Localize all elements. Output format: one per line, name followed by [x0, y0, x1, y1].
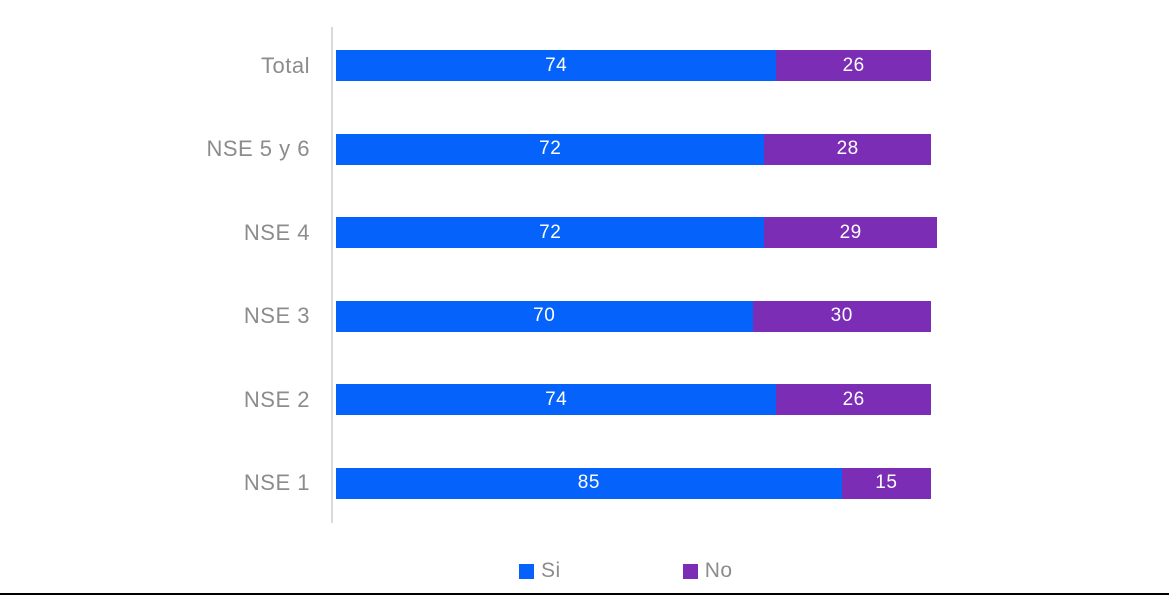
bar-track: 74 26: [336, 50, 931, 81]
bar-segment-no: 29: [764, 217, 937, 248]
bar-row: NSE 1 85 15: [0, 467, 1169, 499]
bar-segment-si: 72: [336, 133, 765, 165]
bar-value-label: 85: [577, 472, 600, 493]
bar-segment-si: 70: [336, 300, 753, 332]
bar-value-label: 28: [836, 138, 859, 159]
category-label: NSE 5 y 6: [206, 136, 310, 161]
bar-segment-no: 28: [764, 133, 931, 165]
bar-value-label: 15: [875, 472, 898, 493]
legend-swatch-no-icon: [682, 563, 698, 579]
bar-track: 72 28: [336, 133, 931, 165]
bar-segment-no: 26: [776, 384, 931, 415]
legend-item-si: Si: [519, 559, 561, 583]
bottom-border-line: [0, 593, 1169, 595]
category-label: NSE 3: [243, 303, 310, 328]
bar-value-label: 26: [842, 388, 865, 410]
bar-track: 74 26: [336, 384, 931, 415]
bar-value-label: 74: [545, 54, 568, 76]
bar-row: NSE 3 70 30: [0, 300, 1169, 332]
bar-row: NSE 4 72 29: [0, 217, 1169, 248]
bar-track: 72 29: [336, 217, 937, 248]
bar-segment-si: 85: [336, 467, 842, 499]
bar-track: 70 30: [336, 300, 931, 332]
bar-value-label: 72: [539, 138, 562, 159]
bar-row: NSE 2 74 26: [0, 384, 1169, 415]
legend-swatch-si-icon: [519, 563, 534, 579]
category-label: NSE 4: [243, 219, 310, 245]
bar-segment-no: 26: [776, 50, 931, 81]
bar-segment-si: 74: [336, 50, 777, 81]
bar-value-label: 29: [839, 221, 862, 243]
legend-label-no: No: [704, 559, 733, 582]
bar-track: 85 15: [336, 467, 931, 499]
bar-segment-no: 15: [841, 467, 931, 499]
bar-segment-si: 74: [336, 384, 777, 415]
legend-item-no: No: [682, 559, 733, 583]
bar-value-label: 26: [842, 54, 865, 76]
category-label: NSE 2: [243, 386, 310, 412]
bar-value-label: 30: [830, 305, 853, 326]
bar-value-label: 74: [545, 388, 568, 410]
category-label: NSE 1: [243, 470, 310, 495]
bar-segment-si: 72: [336, 217, 765, 248]
y-axis-line: [331, 27, 333, 523]
bar-value-label: 70: [533, 305, 556, 326]
category-label: Total: [261, 52, 310, 78]
bar-value-label: 72: [539, 221, 562, 243]
bar-segment-no: 30: [752, 300, 931, 332]
legend: Si No: [519, 559, 733, 583]
bar-row: Total 74 26: [0, 50, 1169, 81]
legend-label-si: Si: [541, 559, 561, 582]
bar-row: NSE 5 y 6 72 28: [0, 133, 1169, 165]
